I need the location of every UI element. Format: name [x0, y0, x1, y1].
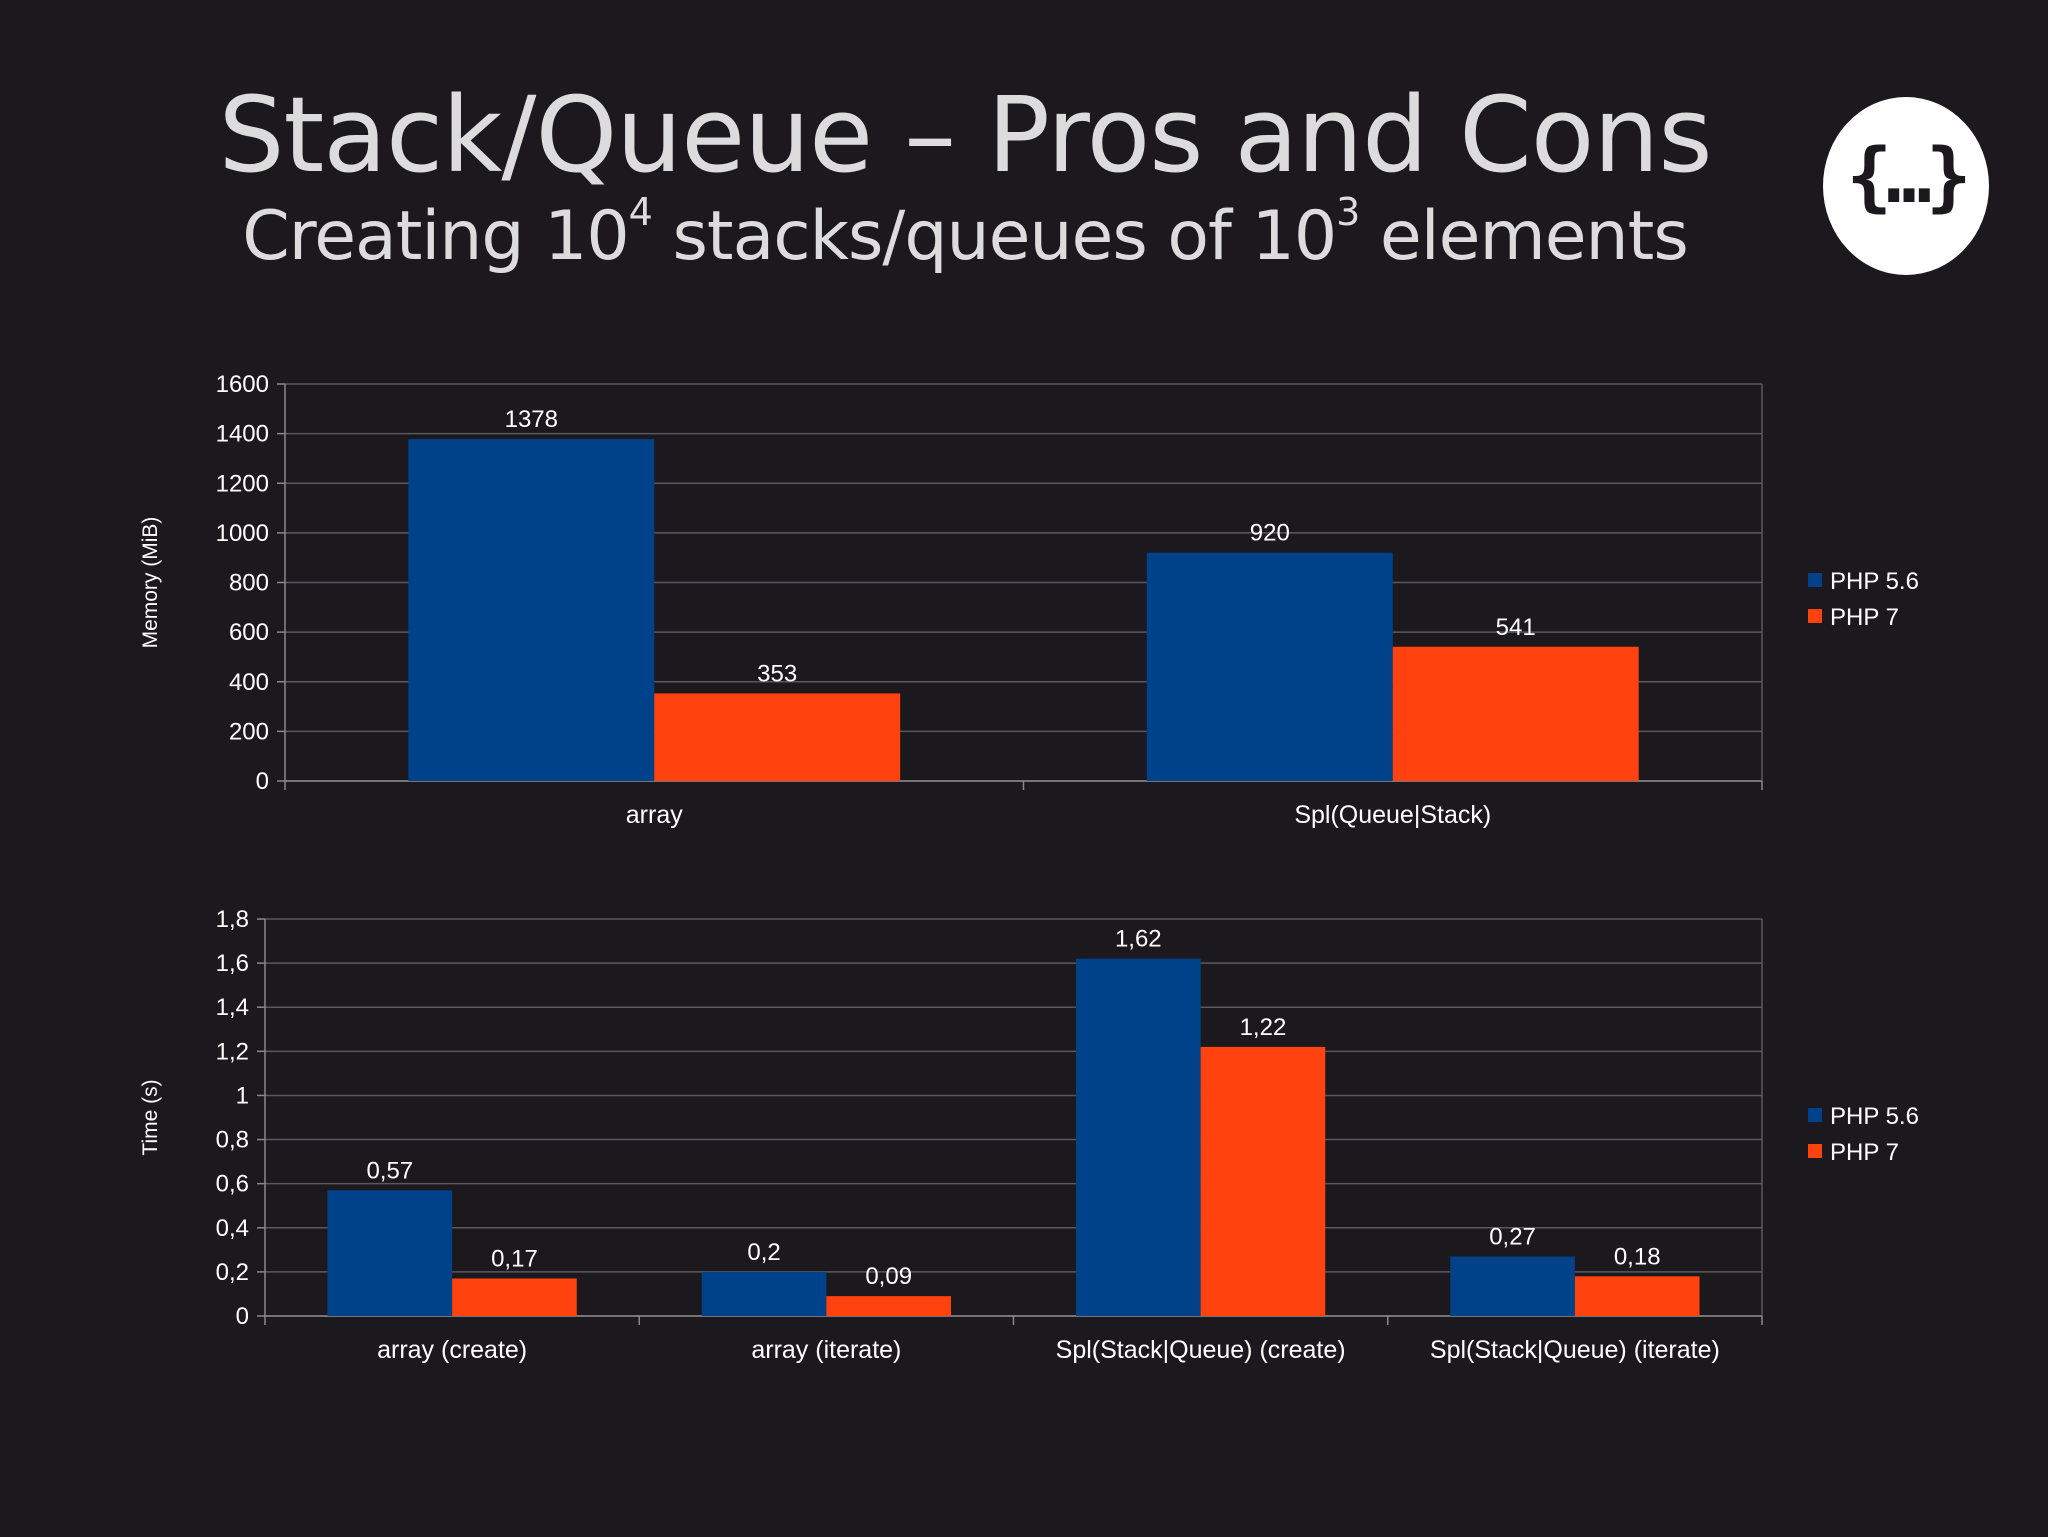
time-legend-label: PHP 7 [1830, 1139, 1899, 1166]
memory-bar [654, 693, 901, 781]
memory-bar [1392, 646, 1639, 781]
time-data-label: 0,18 [1614, 1243, 1661, 1270]
time-data-label: 0,17 [491, 1246, 538, 1273]
memory-ytick-label: 1000 [216, 520, 269, 547]
time-ytick-label: 0,4 [216, 1215, 249, 1242]
time-ytick-label: 0,8 [216, 1127, 249, 1154]
time-ytick-label: 0,2 [216, 1259, 249, 1286]
time-bar [1574, 1276, 1700, 1316]
memory-legend-label: PHP 7 [1830, 604, 1899, 631]
subtitle-middle: stacks/queues of 10 [651, 197, 1337, 276]
time-ytick-label: 0,6 [216, 1171, 249, 1198]
time-ytick-label: 1,2 [216, 1038, 249, 1065]
memory-data-label: 920 [1250, 520, 1290, 547]
time-bar [1450, 1256, 1575, 1316]
memory-category-label: Spl(Queue|Stack) [1294, 801, 1491, 829]
memory-ytick-label: 0 [256, 768, 269, 795]
logo-glyph: {…} [1846, 131, 1971, 220]
memory-chart-svg: 0 200 400 600 800 1000 1200 1400 1600 array 1378 35… [139, 371, 1919, 829]
time-bar [826, 1296, 952, 1316]
memory-ytick-label: 400 [229, 669, 269, 696]
time-data-label: 1,22 [1240, 1014, 1287, 1041]
time-legend-swatch [1808, 1108, 1822, 1122]
memory-bar [408, 439, 655, 781]
time-chart-svg: 0 0,2 0,4 0,6 0,8 1 1,2 1,4 1,6 1,8 array (create)… [139, 906, 1919, 1364]
time-legend-label: PHP 5.6 [1830, 1103, 1919, 1130]
time-legend-swatch [1808, 1144, 1822, 1158]
memory-data-label: 541 [1496, 614, 1536, 641]
memory-ytick-label: 1400 [216, 421, 269, 448]
time-ytick-label: 1,8 [216, 906, 249, 933]
time-bar [1200, 1046, 1326, 1316]
time-data-label: 1,62 [1115, 926, 1162, 953]
time-ytick-label: 1,4 [216, 994, 249, 1021]
memory-chart: 0 200 400 600 800 1000 1200 1400 1600 array 1378 35… [0, 360, 2048, 840]
time-data-label: 0,09 [865, 1263, 912, 1290]
memory-ytick-label: 800 [229, 570, 269, 597]
memory-data-label: 353 [757, 660, 797, 687]
time-data-label: 0,27 [1489, 1223, 1536, 1250]
time-bar [701, 1271, 827, 1316]
time-bar [1075, 958, 1201, 1316]
time-y-axis-title: Time (s) [139, 1079, 162, 1155]
time-bar [452, 1278, 577, 1316]
time-data-label: 0,57 [366, 1157, 413, 1184]
time-data-label: 0,2 [747, 1239, 780, 1266]
time-chart: 0 0,2 0,4 0,6 0,8 1 1,2 1,4 1,6 1,8 array (create)… [0, 895, 2048, 1365]
subtitle-exponent-stacks: 4 [628, 190, 653, 234]
time-category-label: array (create) [377, 1336, 527, 1364]
subtitle-exponent-elements: 3 [1336, 190, 1360, 234]
memory-category-label: array [626, 801, 683, 829]
memory-bar [1146, 552, 1393, 781]
time-bar [327, 1190, 453, 1316]
memory-ytick-label: 600 [229, 619, 269, 646]
memory-ytick-label: 1600 [216, 371, 269, 398]
slide-title: Stack/Queue – Pros and Cons [218, 74, 1712, 196]
memory-ytick-label: 1200 [216, 470, 269, 497]
memory-legend-swatch [1808, 609, 1822, 623]
time-ytick-label: 0 [236, 1303, 249, 1330]
memory-legend-swatch [1808, 573, 1822, 587]
time-ytick-label: 1 [236, 1082, 249, 1109]
memory-data-label: 1378 [505, 406, 558, 433]
time-category-label: Spl(Stack|Queue) (create) [1056, 1336, 1346, 1364]
memory-ytick-label: 200 [229, 718, 269, 745]
slide-subtitle: Creating 104 stacks/queues of 103 elemen… [0, 193, 1930, 276]
curly-braces-ellipsis-icon: {…} [1823, 97, 1989, 275]
subtitle-suffix: elements [1359, 197, 1689, 276]
memory-y-axis-title: Memory (MiB) [139, 517, 162, 649]
time-category-label: array (iterate) [751, 1336, 901, 1364]
time-category-label: Spl(Stack|Queue) (iterate) [1430, 1336, 1720, 1364]
subtitle-prefix: Creating 10 [242, 197, 629, 276]
memory-legend-label: PHP 5.6 [1830, 568, 1919, 595]
time-ytick-label: 1,6 [216, 950, 249, 977]
